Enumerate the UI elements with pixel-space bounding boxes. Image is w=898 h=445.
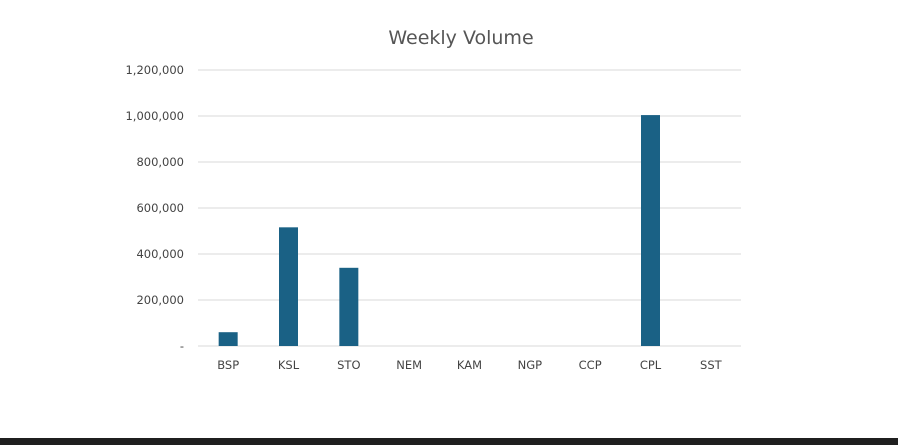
- y-tick-label: 1,200,000: [125, 63, 184, 77]
- y-tick-label: 600,000: [136, 201, 184, 215]
- x-tick-label: NGP: [518, 358, 543, 372]
- y-axis-ticks: - 200,000 400,000 600,000 800,000 1,000,000 1,…: [125, 63, 184, 353]
- x-axis-ticks: BSP KSL STO NEM KAM NGP CCP CPL SST: [217, 358, 722, 372]
- bar-sto: [339, 267, 359, 346]
- x-tick-label: KAM: [457, 358, 482, 372]
- y-tick-label: 1,000,000: [125, 109, 184, 123]
- x-tick-label: STO: [337, 358, 360, 372]
- bottom-bar: [0, 438, 898, 445]
- x-tick-label: NEM: [396, 358, 422, 372]
- y-tick-label: -: [180, 339, 184, 353]
- x-tick-label: KSL: [278, 358, 300, 372]
- x-tick-label: CPL: [640, 358, 662, 372]
- bars: [218, 115, 660, 346]
- y-tick-label: 800,000: [136, 155, 184, 169]
- x-tick-label: SST: [700, 358, 723, 372]
- chart-title: Weekly Volume: [388, 27, 533, 49]
- x-tick-label: BSP: [217, 358, 239, 372]
- y-tick-label: 200,000: [136, 293, 184, 307]
- bar-bsp: [218, 332, 238, 346]
- x-tick-label: CCP: [579, 358, 602, 372]
- bar-cpl: [641, 115, 660, 346]
- y-tick-label: 400,000: [136, 247, 184, 261]
- bar-ksl: [279, 227, 298, 346]
